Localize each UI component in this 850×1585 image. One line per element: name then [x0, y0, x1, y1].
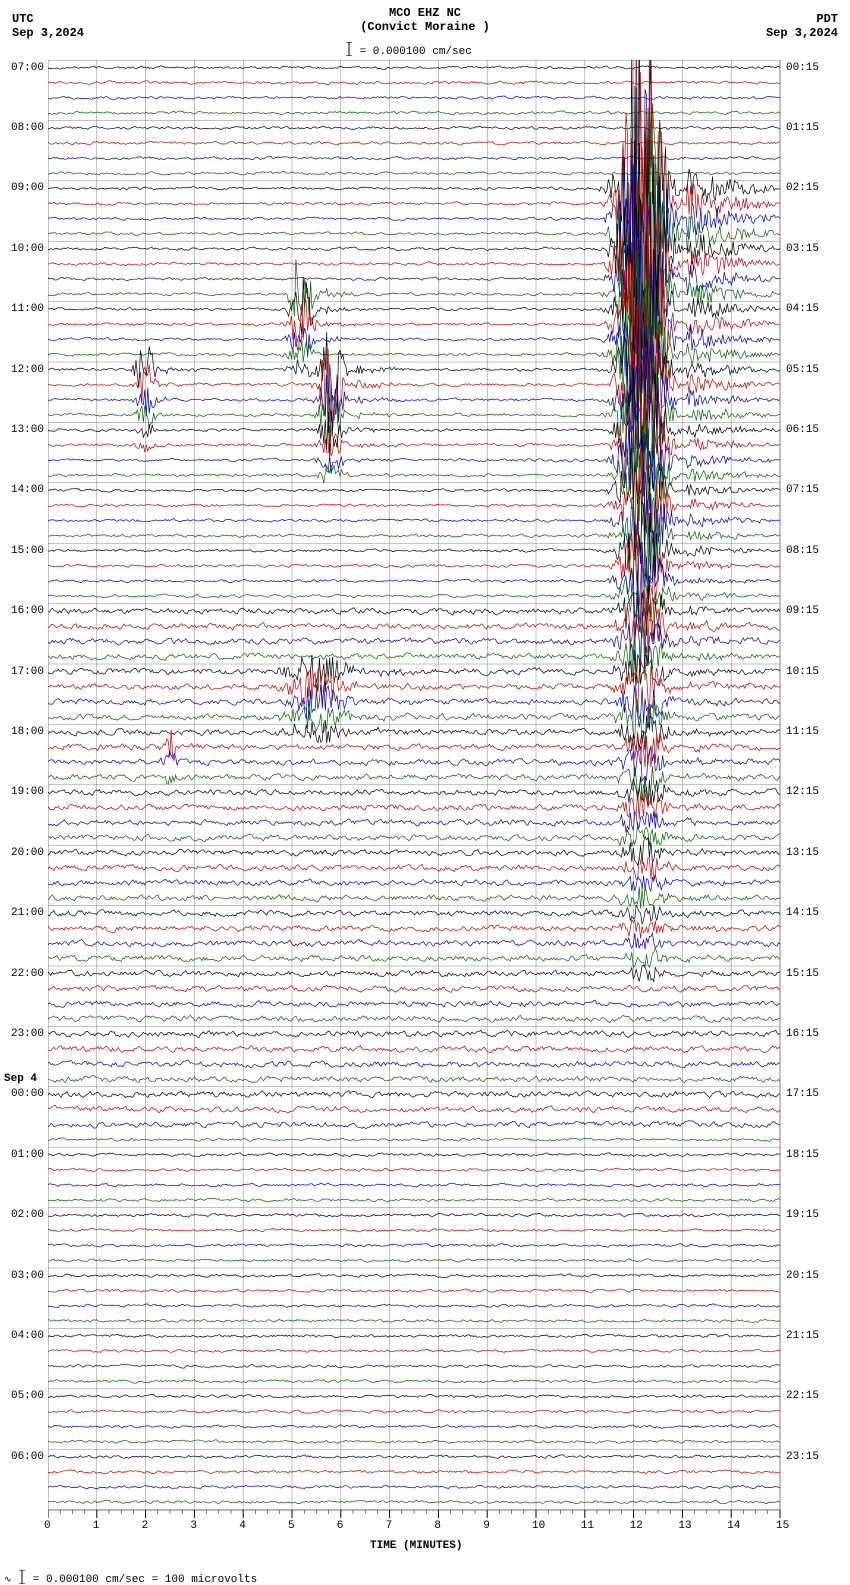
x-tick-label: 1 — [93, 1520, 100, 1532]
seismogram-container: UTC Sep 3,2024 PDT Sep 3,2024 MCO EHZ NC… — [0, 0, 850, 1584]
right-hour-label: 18:15 — [786, 1149, 826, 1161]
right-hour-label: 03:15 — [786, 243, 826, 255]
x-tick-label: 7 — [386, 1520, 393, 1532]
x-tick-label: 5 — [288, 1520, 295, 1532]
x-tick-label: 10 — [532, 1520, 545, 1532]
left-hour-label: 02:00 — [4, 1209, 44, 1221]
right-hour-label: 06:15 — [786, 424, 826, 436]
right-hour-label: 13:15 — [786, 847, 826, 859]
right-hour-label: 15:15 — [786, 968, 826, 980]
left-hour-label: 04:00 — [4, 1330, 44, 1342]
right-hour-label: 14:15 — [786, 907, 826, 919]
station-code: MCO EHZ NC — [0, 6, 850, 20]
left-hour-label: 00:00 — [4, 1088, 44, 1100]
right-hour-label: 04:15 — [786, 303, 826, 315]
x-tick-label: 9 — [483, 1520, 490, 1532]
x-tick-label: 0 — [44, 1520, 51, 1532]
left-hour-label: 01:00 — [4, 1149, 44, 1161]
left-hour-label: 18:00 — [4, 726, 44, 738]
x-tick-label: 4 — [239, 1520, 246, 1532]
x-tick-label: 3 — [190, 1520, 197, 1532]
right-hour-label: 21:15 — [786, 1330, 826, 1342]
left-hour-label: 14:00 — [4, 484, 44, 496]
left-hour-label: 12:00 — [4, 364, 44, 376]
seismogram-plot — [48, 60, 800, 1540]
left-hour-label: 17:00 — [4, 666, 44, 678]
date-change-label: Sep 4 — [4, 1073, 37, 1085]
x-tick-label: 8 — [434, 1520, 441, 1532]
left-hour-label: 10:00 — [4, 243, 44, 255]
header-scale: = 0.000100 cm/sec — [345, 40, 472, 58]
x-tick-label: 11 — [581, 1520, 594, 1532]
x-tick-label: 13 — [678, 1520, 691, 1532]
x-tick-label: 14 — [727, 1520, 740, 1532]
left-hour-label: 22:00 — [4, 968, 44, 980]
station-name: (Convict Moraine ) — [0, 20, 850, 34]
right-hour-label: 16:15 — [786, 1028, 826, 1040]
footer-scale: ∿ = 0.000100 cm/sec = 100 microvolts — [4, 1568, 257, 1585]
x-tick-label: 12 — [630, 1520, 643, 1532]
right-hour-label: 22:15 — [786, 1390, 826, 1402]
right-hour-label: 08:15 — [786, 545, 826, 557]
right-hour-label: 11:15 — [786, 726, 826, 738]
left-hour-label: 19:00 — [4, 786, 44, 798]
left-hour-label: 06:00 — [4, 1451, 44, 1463]
x-tick-label: 2 — [142, 1520, 149, 1532]
left-hour-label: 13:00 — [4, 424, 44, 436]
left-hour-label: 11:00 — [4, 303, 44, 315]
left-hour-label: 05:00 — [4, 1390, 44, 1402]
left-hour-label: 15:00 — [4, 545, 44, 557]
right-hour-label: 17:15 — [786, 1088, 826, 1100]
left-hour-label: 03:00 — [4, 1270, 44, 1282]
left-hour-label: 23:00 — [4, 1028, 44, 1040]
right-hour-label: 10:15 — [786, 666, 826, 678]
left-hour-label: 07:00 — [4, 62, 44, 74]
right-hour-label: 12:15 — [786, 786, 826, 798]
right-hour-label: 19:15 — [786, 1209, 826, 1221]
right-hour-label: 20:15 — [786, 1270, 826, 1282]
right-hour-label: 00:15 — [786, 62, 826, 74]
right-hour-label: 02:15 — [786, 182, 826, 194]
left-hour-label: 21:00 — [4, 907, 44, 919]
right-hour-label: 07:15 — [786, 484, 826, 496]
left-hour-label: 20:00 — [4, 847, 44, 859]
x-axis-title: TIME (MINUTES) — [370, 1540, 462, 1552]
left-hour-label: 08:00 — [4, 122, 44, 134]
x-tick-label: 6 — [337, 1520, 344, 1532]
left-hour-label: 16:00 — [4, 605, 44, 617]
right-hour-label: 01:15 — [786, 122, 826, 134]
right-hour-label: 09:15 — [786, 605, 826, 617]
x-tick-label: 15 — [776, 1520, 789, 1532]
left-hour-label: 09:00 — [4, 182, 44, 194]
right-hour-label: 05:15 — [786, 364, 826, 376]
right-hour-label: 23:15 — [786, 1451, 826, 1463]
